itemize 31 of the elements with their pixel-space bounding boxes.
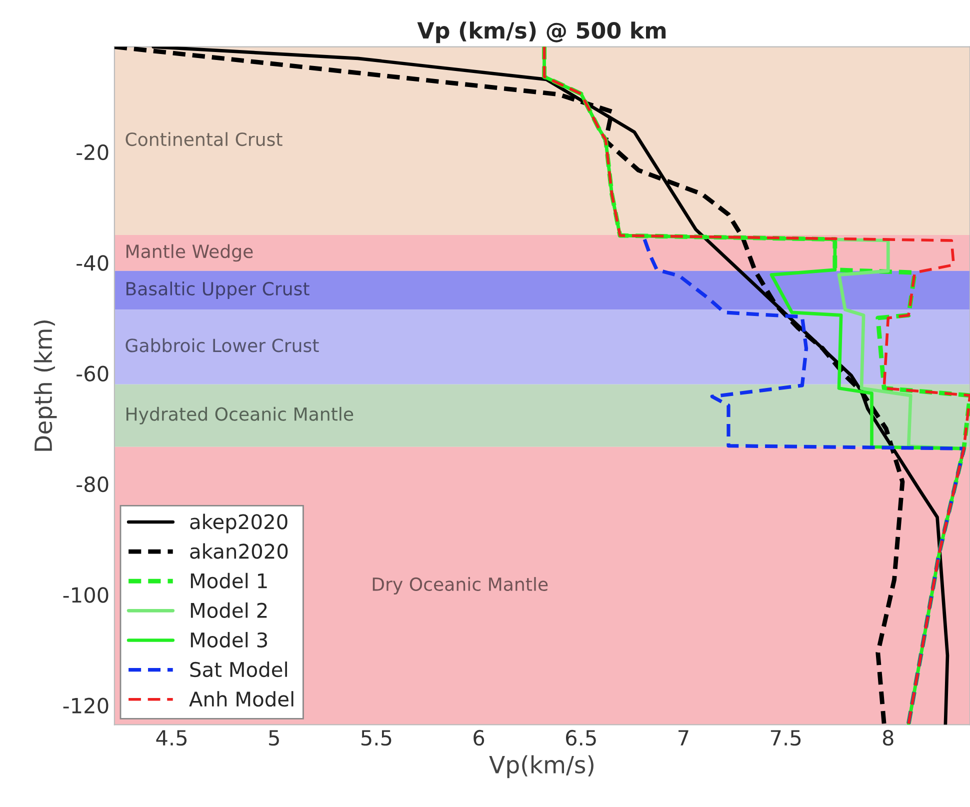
x-tick-label: 6 bbox=[474, 730, 484, 746]
y-tick-label: -100 bbox=[63, 587, 108, 603]
legend-label: Sat Model bbox=[190, 662, 287, 678]
x-tick-label: 5.5 bbox=[361, 730, 392, 746]
x-tick-label: 8 bbox=[882, 730, 894, 746]
band-label: Basaltic Upper Crust bbox=[126, 282, 310, 300]
x-axis-title: Vp(km/s) bbox=[489, 755, 594, 778]
line-series bbox=[642, 238, 966, 725]
band-label: Dry Oceanic Mantle bbox=[372, 577, 548, 595]
x-tick-label: 6.5 bbox=[566, 730, 596, 746]
legend-label: Model 3 bbox=[190, 632, 268, 648]
y-tick-label: -20 bbox=[76, 144, 108, 160]
x-tick-label: 7.5 bbox=[770, 730, 801, 746]
y-tick-label: -120 bbox=[63, 698, 108, 714]
x-tick-label: 7 bbox=[678, 730, 688, 746]
band-label: Mantle Wedge bbox=[126, 244, 253, 262]
band-label: Gabbroic Lower Crust bbox=[126, 338, 319, 352]
x-tick-label: 4.5 bbox=[156, 730, 187, 746]
y-axis-title: Depth (km) bbox=[34, 320, 57, 451]
y-tick-label: -60 bbox=[76, 366, 108, 382]
y-tick-label: -40 bbox=[76, 255, 108, 271]
y-tick-label: -80 bbox=[76, 476, 108, 492]
band-label: Continental Crust bbox=[126, 132, 282, 146]
x-tick-label: 5 bbox=[269, 730, 279, 746]
legend-label: akan2020 bbox=[190, 543, 288, 559]
legend-label: akep2020 bbox=[190, 514, 288, 534]
chart-title: Vp (km/s) @ 500 km bbox=[417, 22, 666, 44]
legend-label: Anh Model bbox=[189, 691, 294, 707]
legend-label: Model 2 bbox=[190, 602, 267, 618]
legend-label: Model 1 bbox=[190, 572, 267, 588]
band-label: Hydrated Oceanic Mantle bbox=[126, 406, 354, 424]
